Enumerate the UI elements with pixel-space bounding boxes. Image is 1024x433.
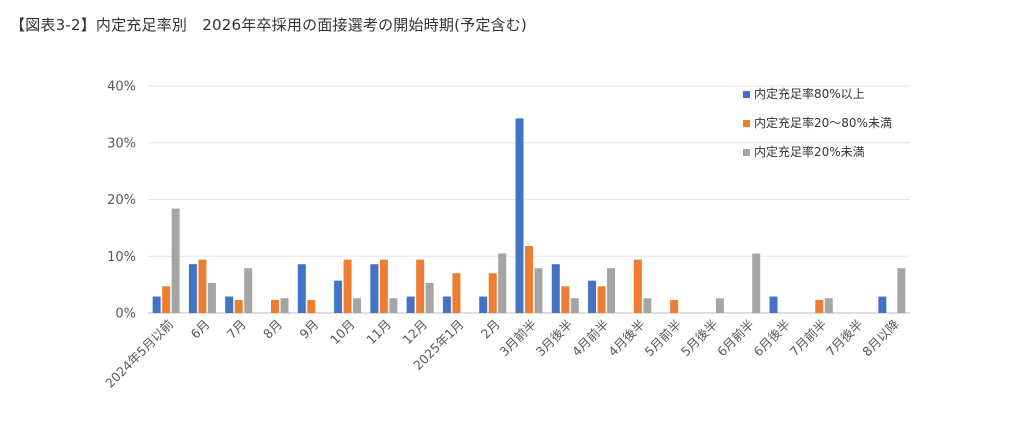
y-tick-label: 20%: [107, 193, 136, 208]
x-tick-label: 10月: [327, 317, 358, 348]
bar: [561, 286, 570, 313]
x-tick-label: 9月: [296, 317, 321, 342]
bar: [225, 296, 234, 313]
x-tick-label: 3月前半: [496, 317, 539, 360]
bar: [643, 298, 652, 313]
x-tick-label: 7月前半: [787, 317, 830, 360]
figure-title: 【図表3-2】内定充足率別 2026年卒採用の面接選考の開始時期(予定含む): [10, 16, 527, 34]
bar: [633, 259, 642, 313]
bar: [188, 264, 197, 313]
x-tick-label: 3月後半: [533, 317, 576, 360]
bar: [416, 259, 425, 313]
bar: [244, 268, 253, 313]
bar: [551, 264, 560, 313]
x-tick-label: 2月: [478, 317, 503, 342]
bar: [406, 296, 415, 313]
bar: [452, 273, 461, 313]
x-tick-label: 12月: [400, 317, 431, 348]
bar: [370, 264, 379, 313]
bar: [479, 296, 488, 313]
bar: [307, 299, 316, 313]
bar: [597, 286, 606, 313]
x-tick-label: 5月後半: [678, 317, 721, 360]
bar: [498, 253, 507, 313]
x-tick-label: 4月後半: [605, 317, 648, 360]
x-tick-label: 7月後半: [823, 317, 866, 360]
x-tick-label: 2024年5月以前: [102, 317, 176, 391]
bar: [425, 282, 434, 313]
legend-label: 内定充足率20～80%未満: [754, 115, 892, 130]
bar: [715, 298, 724, 313]
x-tick-label: 6月: [187, 317, 212, 342]
x-tick-label: 5月前半: [642, 317, 685, 360]
bar: [670, 299, 679, 313]
y-axis-ticks: 0% 10% 20% 30% 40%: [107, 80, 136, 322]
bar: [334, 280, 343, 313]
bar: [525, 246, 533, 313]
bar: [897, 268, 906, 313]
bar: [534, 268, 543, 313]
bars: [152, 118, 906, 313]
bar: [152, 296, 161, 313]
y-tick-label: 40%: [107, 80, 136, 95]
bar: [162, 286, 171, 313]
bar: [824, 298, 833, 313]
legend-swatch: [743, 120, 750, 127]
bar: [815, 299, 824, 313]
x-tick-label: 11月: [363, 317, 394, 348]
bar: [271, 299, 279, 313]
bar: [280, 298, 289, 313]
y-tick-label: 0%: [115, 307, 136, 322]
x-tick-label: 6月前半: [714, 317, 757, 360]
bar: [297, 264, 306, 313]
x-tick-label: 8月以降: [859, 316, 902, 359]
bar: [389, 298, 398, 313]
bar: [588, 280, 597, 313]
legend-label: 内定充足率80%以上: [754, 86, 865, 101]
bar: [207, 282, 216, 313]
legend-swatch: [743, 149, 750, 156]
x-tick-label: 7月: [224, 317, 249, 342]
bar: [769, 296, 778, 313]
bar: [353, 298, 362, 313]
bar: [343, 259, 352, 313]
bar: [488, 273, 497, 313]
bar: [171, 208, 180, 313]
bar: [234, 299, 243, 313]
x-tick-label: 8月: [260, 317, 285, 342]
bar: [878, 296, 887, 313]
bar: [379, 259, 388, 313]
bar: [515, 118, 524, 313]
legend-label: 内定充足率20%未満: [754, 144, 865, 159]
y-tick-label: 10%: [107, 250, 136, 265]
y-tick-label: 30%: [107, 136, 136, 151]
x-tick-label: 4月前半: [569, 317, 612, 360]
legend-swatch: [743, 91, 750, 98]
bar: [570, 298, 579, 313]
x-tick-label: 6月後半: [750, 317, 793, 360]
bar: [607, 268, 616, 313]
bar: [198, 259, 207, 313]
bar: [752, 253, 761, 313]
bar: [442, 296, 451, 313]
